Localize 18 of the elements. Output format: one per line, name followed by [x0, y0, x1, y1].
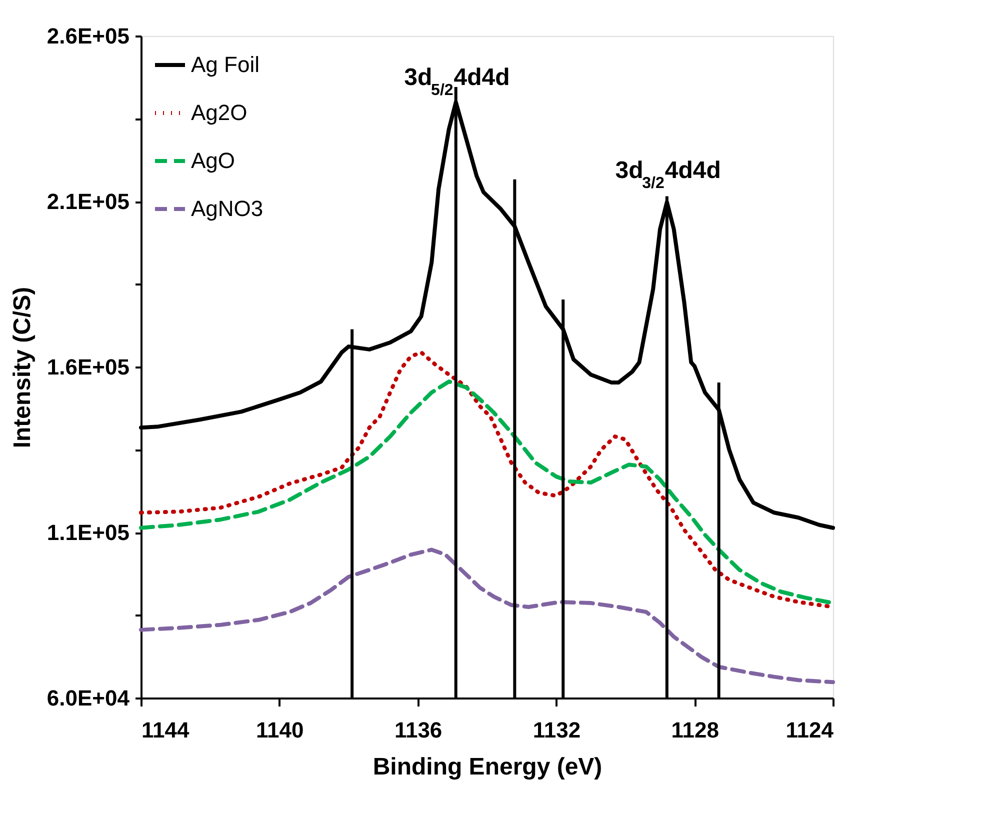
y-tick-label: 1.1E+05 — [46, 520, 130, 545]
x-tick-label: 1136 — [394, 718, 442, 742]
legend-label: AgO — [191, 148, 236, 173]
line-series — [139, 548, 835, 684]
x-axis-title: Binding Energy (eV) — [372, 754, 602, 780]
y-axis-title: Intensity (C/S) — [8, 286, 36, 448]
x-tick-label: 1128 — [671, 718, 719, 742]
x-tick-label: 1124 — [786, 718, 834, 742]
y-tick-label: 1.6E+05 — [46, 354, 130, 380]
legend-label: AgNO3 — [191, 196, 264, 221]
y-tick-label: 2.1E+05 — [46, 189, 130, 214]
x-tick-label: 1144 — [142, 718, 190, 742]
y-tick-label: 6.0E+04 — [46, 686, 130, 710]
x-tick-label: 1140 — [256, 718, 304, 742]
legend-label: Ag Foil — [191, 52, 260, 77]
y-tick-label: 2.6E+05 — [46, 24, 130, 48]
legend-label: Ag2O — [191, 100, 248, 125]
x-tick-label: 1132 — [532, 718, 581, 742]
